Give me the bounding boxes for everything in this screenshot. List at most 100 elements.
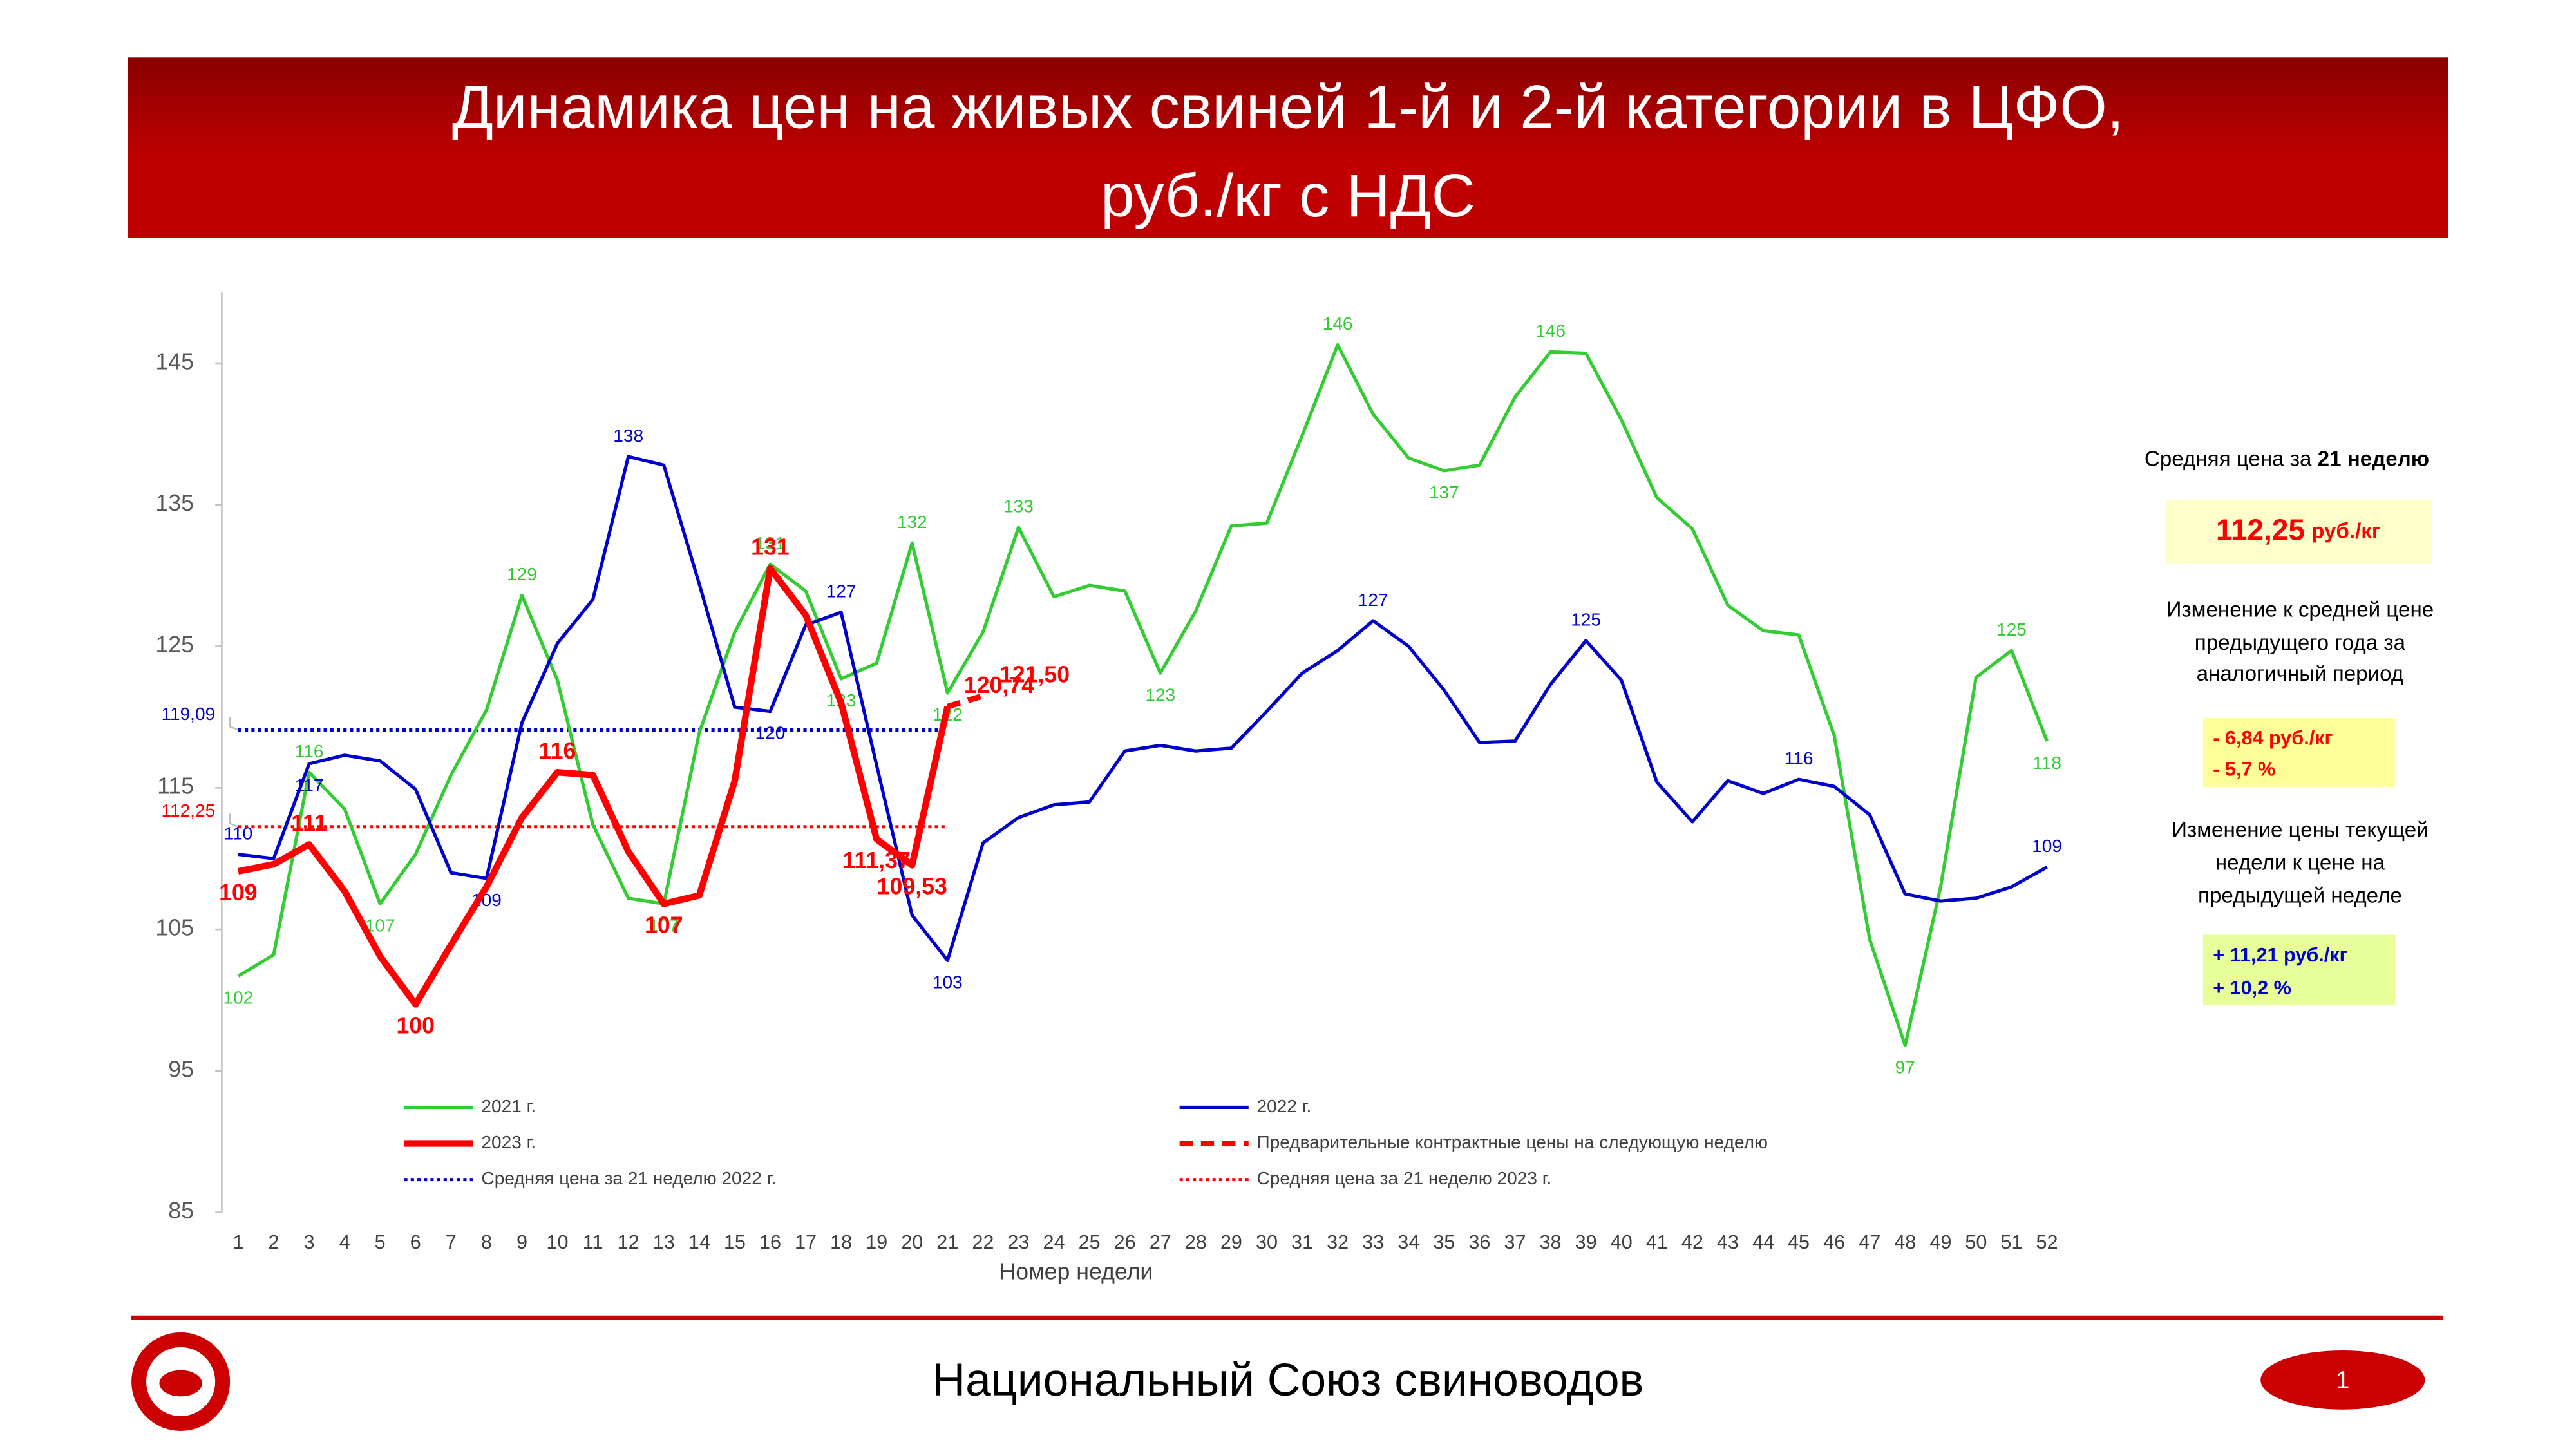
- footer-org: Национальный Союз свиноводов: [933, 1354, 1644, 1406]
- x-tick-label: 11: [583, 1231, 603, 1253]
- x-tick-label: 1: [232, 1231, 243, 1253]
- x-tick-label: 5: [375, 1231, 386, 1253]
- chart-title: Динамика цен на живых свиней 1-й и 2-й к…: [452, 73, 2124, 141]
- data-label: 121,50: [999, 661, 1070, 687]
- x-tick-label: 25: [1079, 1231, 1101, 1253]
- logo-pig: [159, 1370, 202, 1397]
- data-label: 118: [2032, 753, 2061, 773]
- x-tick-label: 19: [866, 1231, 887, 1253]
- reference-leader: [229, 717, 239, 731]
- week-change-box: [2202, 934, 2396, 1006]
- x-tick-label: 12: [618, 1231, 639, 1253]
- avg-value: 112,25 руб./кг: [2216, 513, 2381, 547]
- x-tick-label: 51: [2000, 1231, 2022, 1253]
- x-tick-label: 32: [1327, 1231, 1349, 1253]
- data-label: 102: [223, 988, 253, 1008]
- week-change: + 11,21 руб./кг: [2213, 944, 2347, 966]
- x-tick-label: 13: [653, 1231, 675, 1253]
- data-label: 146: [1535, 321, 1566, 341]
- x-tick-label: 44: [1752, 1231, 1774, 1253]
- x-tick-label: 24: [1043, 1231, 1065, 1253]
- x-tick-label: 52: [2036, 1231, 2058, 1253]
- x-tick-label: 36: [1468, 1231, 1490, 1253]
- y-tick-label: 95: [168, 1056, 194, 1082]
- data-label: 116: [295, 741, 324, 761]
- data-label: 131: [751, 534, 790, 560]
- panel-text: недели к цене на: [2215, 851, 2385, 875]
- x-tick-label: 41: [1646, 1231, 1668, 1253]
- x-tick-label: 45: [1788, 1231, 1810, 1253]
- x-tick-label: 9: [516, 1231, 527, 1253]
- data-label: 110: [224, 823, 253, 843]
- x-tick-label: 7: [446, 1231, 457, 1253]
- data-label: 111,37: [843, 848, 911, 873]
- chart-title: руб./кг с НДС: [1101, 162, 1475, 230]
- page-number: 1: [2336, 1367, 2349, 1394]
- panel-text: аналогичный период: [2197, 662, 2404, 686]
- x-tick-label: 43: [1717, 1231, 1739, 1253]
- data-label: 107: [645, 913, 683, 938]
- data-label: 109,53: [877, 874, 947, 900]
- x-tick-label: 33: [1362, 1231, 1384, 1253]
- data-label: 133: [1003, 497, 1034, 516]
- x-tick-label: 30: [1256, 1231, 1278, 1253]
- y-tick-label: 105: [155, 915, 194, 941]
- x-tick-label: 20: [901, 1231, 923, 1253]
- x-tick-label: 2: [268, 1231, 279, 1253]
- y-tick-label: 125: [155, 632, 194, 658]
- avg-title-bold: 21 неделю: [2318, 447, 2429, 471]
- year-change-box: [2202, 717, 2396, 787]
- data-label: 103: [933, 972, 963, 992]
- series-line: [238, 455, 2048, 962]
- y-tick-label: 85: [168, 1198, 194, 1224]
- avg-box: [2165, 499, 2432, 564]
- data-label: 109: [2032, 836, 2062, 856]
- x-tick-label: 31: [1291, 1231, 1313, 1253]
- x-tick-label: 37: [1504, 1231, 1526, 1253]
- series-line: [237, 343, 2049, 1047]
- x-tick-label: 23: [1007, 1231, 1029, 1253]
- x-tick-label: 27: [1150, 1231, 1171, 1253]
- x-tick-label: 26: [1114, 1231, 1136, 1253]
- data-label: 117: [295, 775, 324, 795]
- legend-label: 2022 г.: [1257, 1096, 1312, 1116]
- data-label: 132: [897, 512, 927, 532]
- x-tick-label: 8: [481, 1231, 492, 1253]
- avg-title: Средняя цена за 21 неделю: [2145, 447, 2429, 471]
- data-label: 125: [1996, 620, 2027, 639]
- avg-unit: руб./кг: [2311, 519, 2381, 543]
- legend-label: Средняя цена за 21 неделю 2023 г.: [1257, 1168, 1552, 1188]
- reference-leader: [229, 813, 239, 828]
- data-label: 120: [755, 723, 786, 743]
- page-badge: [2260, 1350, 2425, 1410]
- x-tick-label: 14: [688, 1231, 710, 1253]
- x-tick-label: 21: [936, 1231, 958, 1253]
- week-change: + 10,2 %: [2213, 977, 2291, 999]
- series-line: [237, 565, 951, 1008]
- x-tick-label: 48: [1894, 1231, 1916, 1253]
- x-tick-label: 40: [1611, 1231, 1633, 1253]
- data-label: 116: [1785, 748, 1814, 768]
- x-tick-label: 18: [830, 1231, 852, 1253]
- reference-label: 119,09: [161, 704, 215, 724]
- x-tick-label: 38: [1540, 1231, 1562, 1253]
- data-label: 100: [396, 1013, 435, 1039]
- data-label: 131: [755, 533, 786, 553]
- x-tick-label: 34: [1397, 1231, 1419, 1253]
- legend-label: Предварительные контрактные цены на след…: [1257, 1132, 1768, 1152]
- x-tick-label: 17: [795, 1231, 817, 1253]
- x-tick-label: 15: [724, 1231, 746, 1253]
- avg-title-text: Средняя цена за: [2145, 447, 2318, 471]
- x-tick-label: 50: [1965, 1231, 1987, 1253]
- x-tick-label: 39: [1575, 1231, 1597, 1253]
- x-tick-label: 35: [1433, 1231, 1455, 1253]
- data-label: 146: [1323, 314, 1353, 334]
- data-label: 127: [826, 582, 857, 601]
- x-tick-label: 10: [547, 1231, 569, 1253]
- x-tick-label: 42: [1681, 1231, 1703, 1253]
- data-label: 111: [291, 810, 327, 836]
- x-tick-label: 3: [304, 1231, 315, 1253]
- legend-label: 2021 г.: [481, 1096, 536, 1116]
- x-tick-label: 22: [972, 1231, 994, 1253]
